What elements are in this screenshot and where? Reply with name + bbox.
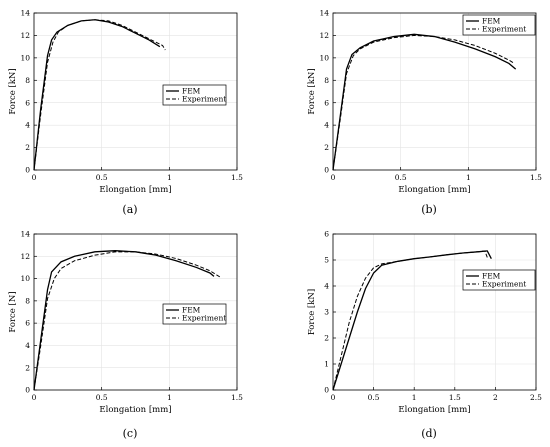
y-tick-label: 8 bbox=[324, 76, 329, 85]
y-tick-label: 4 bbox=[324, 121, 329, 130]
plot-frame bbox=[33, 12, 238, 171]
series-line-fem bbox=[33, 250, 215, 391]
y-axis-label: Force [kN] bbox=[307, 68, 317, 114]
x-tick-label: 0.5 bbox=[368, 393, 380, 402]
chart-panel-c: 0 0.5 1 1.5 0 2 4 6 8 10 12 14 Elongation [mm] Force … bbox=[8, 230, 243, 440]
x-axis-label: Elongation [mm] bbox=[99, 185, 171, 195]
y-tick-label: 4 bbox=[324, 282, 329, 291]
chart-panel-a: 0 0.5 1 1.5 0 2 4 6 8 10 12 14 Elongation [mm] Force … bbox=[8, 9, 243, 216]
plot-frame bbox=[332, 12, 537, 171]
x-tick-label: 2 bbox=[493, 393, 498, 402]
x-tick-label: 0.5 bbox=[96, 393, 108, 402]
x-tick-label: 0 bbox=[32, 393, 37, 402]
panel-caption: (a) bbox=[122, 203, 137, 216]
legend-label: FEM bbox=[482, 272, 501, 281]
x-tick-label: 1 bbox=[167, 393, 172, 402]
y-tick-label: 1 bbox=[324, 360, 329, 369]
x-tick-label: 0 bbox=[331, 393, 336, 402]
y-tick-label: 0 bbox=[25, 386, 30, 395]
y-tick-label: 14 bbox=[20, 9, 30, 18]
legend-label: Experiment bbox=[182, 314, 226, 323]
x-tick-label: 0 bbox=[32, 173, 37, 182]
series-line-fem bbox=[332, 33, 517, 171]
legend-label: FEM bbox=[482, 17, 501, 26]
y-axis-label: Force [kN] bbox=[307, 289, 317, 335]
y-axis-label: Force [kN] bbox=[8, 68, 18, 114]
x-axis-label: Elongation [mm] bbox=[398, 185, 470, 195]
legend-label: Experiment bbox=[182, 95, 226, 104]
legend-box bbox=[162, 84, 227, 106]
legend-box bbox=[462, 14, 536, 36]
series-line-experiment bbox=[33, 19, 166, 171]
y-tick-label: 12 bbox=[20, 31, 30, 40]
legend-label: FEM bbox=[182, 87, 201, 96]
x-axis-label: Elongation [mm] bbox=[99, 405, 171, 415]
chart-panel-b: 0 0.5 1 1.5 0 2 4 6 8 10 12 14 Elongation [mm] Force … bbox=[307, 9, 542, 216]
y-tick-label: 6 bbox=[25, 98, 30, 107]
chart-panel-d: 0 0.5 1 1.5 2 2.5 0 1 2 3 4 5 6 Elongation [mm] Force … bbox=[307, 230, 542, 440]
y-tick-label: 6 bbox=[25, 319, 30, 328]
y-tick-label: 5 bbox=[324, 256, 329, 265]
y-tick-label: 10 bbox=[319, 53, 329, 62]
panel-caption: (c) bbox=[123, 427, 138, 440]
y-tick-label: 12 bbox=[20, 252, 30, 261]
x-tick-label: 1.5 bbox=[449, 393, 461, 402]
y-tick-label: 0 bbox=[324, 166, 329, 175]
legend-label: Experiment bbox=[482, 280, 526, 289]
y-tick-label: 6 bbox=[324, 230, 329, 239]
y-tick-label: 0 bbox=[324, 386, 329, 395]
x-tick-label: 0.5 bbox=[395, 173, 407, 182]
x-tick-label: 1.5 bbox=[530, 173, 542, 182]
y-tick-label: 10 bbox=[20, 53, 30, 62]
x-tick-label: 1 bbox=[167, 173, 172, 182]
y-tick-label: 0 bbox=[25, 166, 30, 175]
legend-label: FEM bbox=[182, 306, 201, 315]
y-tick-label: 12 bbox=[319, 31, 329, 40]
y-tick-label: 2 bbox=[25, 143, 30, 152]
x-tick-label: 1.5 bbox=[231, 173, 243, 182]
legend-label: Experiment bbox=[482, 25, 526, 34]
x-tick-label: 0.5 bbox=[96, 173, 108, 182]
y-tick-label: 3 bbox=[324, 308, 329, 317]
y-axis-label: Force [N] bbox=[8, 291, 18, 332]
legend-box bbox=[462, 269, 536, 291]
panel-caption: (d) bbox=[421, 427, 437, 440]
y-tick-label: 10 bbox=[20, 274, 30, 283]
y-tick-label: 8 bbox=[25, 76, 30, 85]
panel-caption: (b) bbox=[421, 203, 437, 216]
series-line-experiment bbox=[332, 250, 488, 391]
x-axis-label: Elongation [mm] bbox=[398, 405, 470, 415]
x-tick-label: 0 bbox=[331, 173, 336, 182]
y-tick-label: 2 bbox=[324, 143, 329, 152]
y-tick-label: 2 bbox=[25, 363, 30, 372]
y-tick-label: 2 bbox=[324, 334, 329, 343]
y-tick-label: 4 bbox=[25, 121, 30, 130]
x-tick-label: 1.5 bbox=[231, 393, 243, 402]
y-tick-label: 14 bbox=[319, 9, 329, 18]
x-tick-label: 2.5 bbox=[530, 393, 542, 402]
y-tick-label: 8 bbox=[25, 296, 30, 305]
plot-frame bbox=[332, 233, 537, 391]
y-tick-label: 14 bbox=[20, 230, 30, 239]
series-line-fem bbox=[33, 19, 161, 171]
x-tick-label: 1 bbox=[466, 173, 471, 182]
plot-frame bbox=[33, 233, 238, 391]
y-tick-label: 4 bbox=[25, 341, 30, 350]
x-tick-label: 1 bbox=[412, 393, 417, 402]
legend-box bbox=[162, 303, 227, 325]
y-tick-label: 6 bbox=[324, 98, 329, 107]
